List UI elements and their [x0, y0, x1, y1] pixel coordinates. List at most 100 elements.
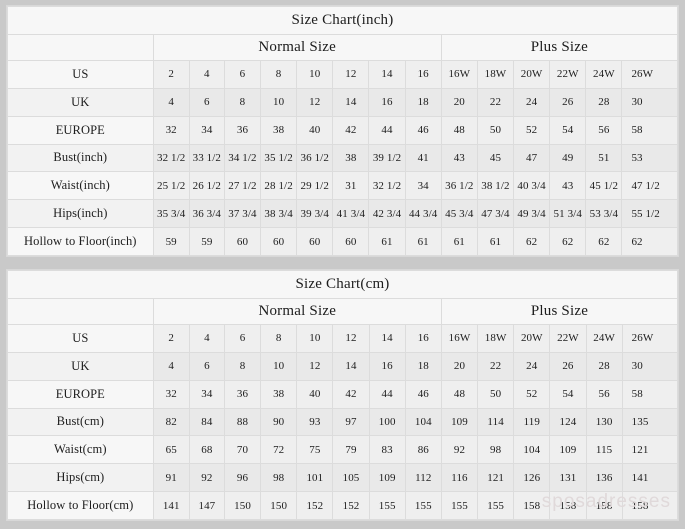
table-row: UK 4 6 8 10 12 14 16 18 20 22 24 26 28 3… — [7, 351, 679, 381]
table-cell: 105 — [332, 463, 370, 493]
table-cell: 75 — [296, 435, 334, 465]
table-cell: 2 — [152, 324, 190, 353]
size-chart-inch: Size Chart(inch) Normal Size Plus Size U… — [6, 5, 679, 257]
table-cell: 38 — [332, 143, 370, 173]
table-cell: 32 — [152, 115, 190, 145]
table-cell: 136 — [585, 463, 623, 493]
group-header-normal-size: Normal Size — [152, 34, 442, 61]
table-cell: 14 — [332, 351, 370, 381]
row-label: EUROPE — [7, 379, 154, 409]
table-cell: 60 — [223, 227, 262, 256]
table-cell: 155 — [368, 491, 406, 520]
table-cell: 16 — [368, 87, 406, 117]
table-cell: 45 3/4 — [440, 199, 478, 229]
table-cell: 34 — [404, 171, 442, 201]
row-label: Waist(cm) — [7, 435, 154, 465]
table-cell: 36 1/2 — [296, 143, 334, 173]
table-cell: 12 — [296, 351, 334, 381]
table-cell: 24 — [513, 351, 551, 381]
table-cell: 141 — [621, 463, 679, 493]
table-cell: 84 — [188, 407, 225, 437]
table-cell: 88 — [223, 407, 262, 437]
table-cell: 32 1/2 — [368, 171, 406, 201]
table-cell: 52 — [513, 115, 551, 145]
table-cell: 79 — [332, 435, 370, 465]
table-cell: 135 — [621, 407, 679, 437]
table-row: UK 4 6 8 10 12 14 16 18 20 22 24 26 28 3… — [7, 87, 678, 117]
table-cell: 28 — [585, 87, 623, 117]
table-row: Hollow to Floor(inch) 59 59 60 60 60 60 … — [7, 227, 678, 256]
table-cell: 62 — [621, 227, 678, 256]
table-cell: 29 1/2 — [296, 171, 334, 201]
table-cell: 30 — [621, 87, 678, 117]
table-cell: 43 — [440, 143, 478, 173]
table-body: Size Chart(cm) Normal Size Plus Size US … — [7, 270, 679, 520]
table-cell: 152 — [296, 491, 334, 520]
table-cell: 150 — [260, 491, 298, 520]
table-cell: 109 — [368, 463, 406, 493]
table-cell: 10 — [296, 60, 334, 89]
table-cell: 28 1/2 — [260, 171, 298, 201]
table-cell: 56 — [585, 379, 623, 409]
table-cell: 62 — [585, 227, 623, 256]
table-cell: 38 1/2 — [476, 171, 515, 201]
table-cell: 55 1/2 — [621, 199, 678, 229]
table-cell: 116 — [440, 463, 479, 493]
table-cell: 45 1/2 — [585, 171, 623, 201]
table-cell: 56 — [585, 115, 623, 145]
table-cell: 60 — [332, 227, 370, 256]
table-cell: 47 1/2 — [621, 171, 678, 201]
table-cell: 92 — [440, 435, 479, 465]
table-cell: 10 — [260, 87, 298, 117]
page-title: Size Chart(inch) — [7, 6, 678, 35]
table-cell: 30 — [621, 351, 679, 381]
table-cell: 8 — [260, 60, 298, 89]
table-cell: 44 — [368, 115, 406, 145]
table-cell: 98 — [477, 435, 515, 465]
table-cell: 4 — [188, 60, 225, 89]
table-cell: 59 — [152, 227, 190, 256]
group-header-row: Normal Size Plus Size — [7, 298, 679, 325]
table-cell: 22 — [476, 87, 515, 117]
table-cell: 16W — [440, 324, 479, 353]
table-cell: 119 — [513, 407, 551, 437]
table-cell: 44 — [368, 379, 406, 409]
table-cell: 48 — [440, 379, 479, 409]
table-cell: 20W — [513, 324, 551, 353]
table-cell: 98 — [260, 463, 298, 493]
row-label: Hollow to Floor(cm) — [7, 491, 154, 520]
table-cell: 96 — [223, 463, 262, 493]
table-cell: 86 — [404, 435, 442, 465]
table-cell: 93 — [296, 407, 334, 437]
table-cell: 92 — [188, 463, 225, 493]
table-cell: 36 3/4 — [188, 199, 225, 229]
title-row: Size Chart(cm) — [7, 270, 678, 299]
table-cell: 60 — [296, 227, 334, 256]
title-row: Size Chart(inch) — [7, 6, 678, 35]
table-cell: 41 — [404, 143, 442, 173]
table-cell: 60 — [260, 227, 298, 256]
table-cell: 26W — [621, 324, 679, 353]
row-label: EUROPE — [7, 115, 154, 145]
row-label: Bust(cm) — [7, 407, 154, 437]
table-cell: 42 3/4 — [368, 199, 406, 229]
table-cell: 37 3/4 — [223, 199, 262, 229]
table-cell: 33 1/2 — [188, 143, 225, 173]
table-cell: 49 3/4 — [513, 199, 551, 229]
row-label: US — [7, 60, 154, 89]
table-cell: 155 — [440, 491, 479, 520]
table-cell: 40 — [296, 379, 334, 409]
table-cell: 126 — [513, 463, 551, 493]
table-cell: 12 — [332, 60, 370, 89]
table-cell: 20W — [513, 60, 551, 89]
row-label: Waist(inch) — [7, 171, 154, 201]
table-cell: 100 — [368, 407, 406, 437]
table-row: Hollow to Floor(cm) 141 147 150 150 152 … — [7, 491, 679, 520]
table-cell: 48 — [440, 115, 478, 145]
table-cell: 20 — [440, 351, 479, 381]
table-cell: 62 — [549, 227, 587, 256]
size-chart-cm: Size Chart(cm) Normal Size Plus Size US … — [6, 269, 679, 521]
table-cell: 6 — [223, 324, 262, 353]
table-cell: 46 — [404, 379, 442, 409]
group-header-plus-size: Plus Size — [440, 34, 679, 61]
